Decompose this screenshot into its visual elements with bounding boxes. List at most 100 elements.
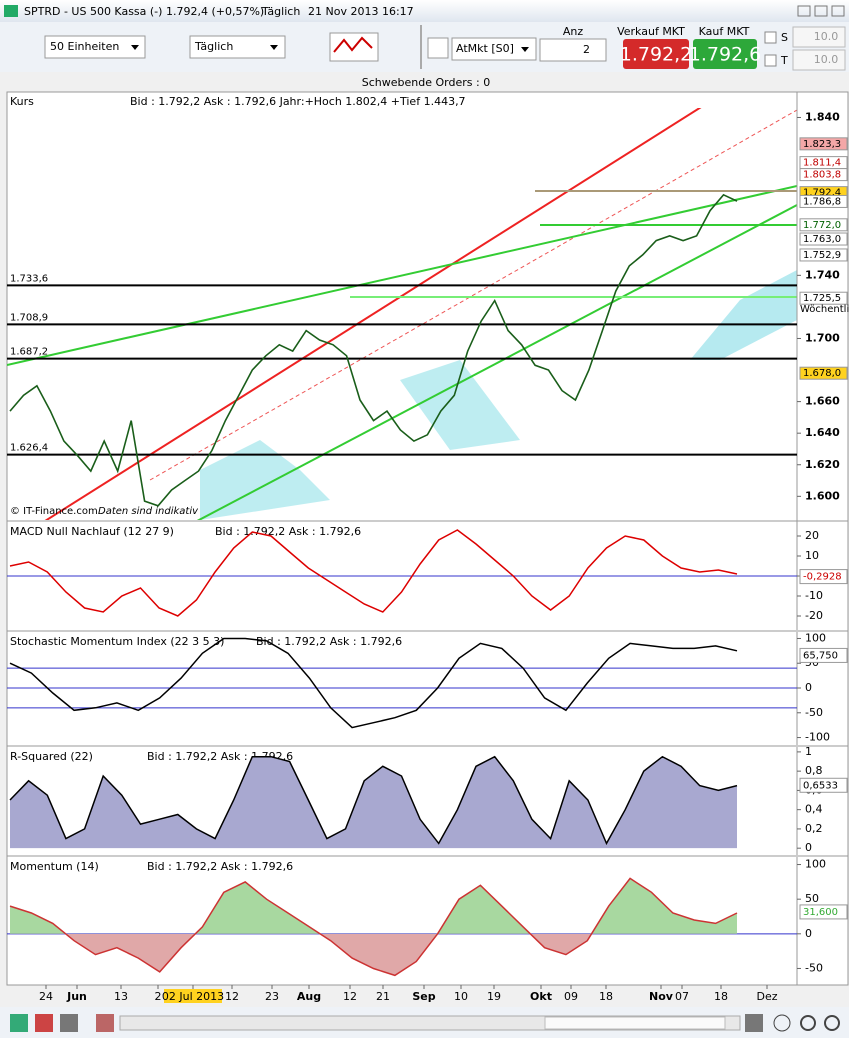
title-bar <box>0 0 849 22</box>
x-tick-label: Okt <box>530 990 552 1003</box>
y-tick-label: 1.840 <box>805 110 840 123</box>
close[interactable] <box>831 5 845 17</box>
dropdown-arrow <box>521 47 529 52</box>
y-tick-label: -50 <box>805 706 823 719</box>
y-tick-label: 20 <box>805 529 819 542</box>
date-highlight <box>164 989 222 1003</box>
tool-icon[interactable] <box>60 1014 78 1032</box>
y-tick-label: 1.660 <box>805 395 840 408</box>
trend-line <box>44 108 702 520</box>
current-label: 0,6533 <box>803 780 838 791</box>
target-checkbox[interactable] <box>764 54 777 67</box>
price-tag-label: 1.792,4 <box>803 188 841 199</box>
x-tick-label: 24 <box>39 990 53 1003</box>
x-tick-label: 2 <box>155 990 162 1003</box>
stop-value: 10.0 <box>814 30 839 43</box>
y-tick-label: 1 <box>805 745 812 758</box>
y-tick-label: 0 <box>805 681 812 694</box>
buy-button[interactable] <box>693 39 757 69</box>
cloud <box>400 360 520 450</box>
stop-checkbox[interactable] <box>764 31 777 44</box>
panel-name: R-Squared (22) <box>10 750 93 763</box>
quantity-input[interactable] <box>539 38 607 62</box>
scroll-thumb[interactable] <box>544 1016 726 1030</box>
tool-icon[interactable] <box>773 1014 791 1032</box>
y-tick-label: -10 <box>805 589 823 602</box>
y-tick-label: 0 <box>805 841 812 854</box>
sell-button[interactable] <box>623 39 689 69</box>
trend-line <box>149 109 797 481</box>
y-tick-label: 1.620 <box>805 458 840 471</box>
panel-name: Momentum (14) <box>10 860 99 873</box>
area-positive <box>10 878 737 934</box>
target-input[interactable] <box>792 49 846 71</box>
stop-label: S <box>781 31 788 44</box>
separator <box>420 25 422 69</box>
price-tag-label: 1.752,9 <box>803 250 841 261</box>
x-tick-label: 21 <box>376 990 390 1003</box>
panel-info: Bid : 1.792,2 Ask : 1.792,6 <box>147 860 293 873</box>
order-type-select[interactable] <box>451 37 537 61</box>
buy-label: Kauf MKT <box>699 25 750 38</box>
x-tick-label: 19 <box>487 990 501 1003</box>
period-select[interactable] <box>189 35 286 59</box>
y-tick-label: 0 <box>805 927 812 940</box>
copyright: © IT-Finance.com <box>10 506 98 517</box>
maximize[interactable] <box>814 5 828 17</box>
x-tick-label: 13 <box>114 990 128 1003</box>
window-quote: 1.792,4 (+0,57%) <box>166 5 264 18</box>
minimize[interactable] <box>797 5 811 17</box>
panel-name: Stochastic Momentum Index (22 3 5 3) <box>10 635 224 648</box>
settings-button[interactable] <box>427 37 449 59</box>
indicator-line <box>9 529 738 617</box>
current-tag <box>799 647 848 663</box>
indicator-line <box>9 877 738 977</box>
y-tick-label: 0,2 <box>805 822 823 835</box>
current-label: -0,2928 <box>803 572 842 583</box>
window-timestamp: 21 Nov 2013 16:17 <box>308 5 414 18</box>
price-tag-label: 1.678,0 <box>803 368 841 379</box>
zoom-in[interactable] <box>824 1015 840 1031</box>
order-type-text: AtMkt [S0] <box>456 42 514 55</box>
window-interval: Täglich <box>261 5 300 18</box>
y-tick-label: 0,4 <box>805 803 823 816</box>
level-label: 1.626,4 <box>10 443 48 454</box>
tool-icon[interactable] <box>35 1014 53 1032</box>
y-tick-label: -50 <box>805 961 823 974</box>
y-tick-label: 100 <box>805 631 826 644</box>
current-tag <box>799 777 848 793</box>
y-tick-label: -100 <box>805 731 830 744</box>
tool-icon[interactable] <box>745 1014 763 1032</box>
area-negative <box>10 933 737 976</box>
app-icon <box>4 5 18 17</box>
x-tick-label: 09 <box>564 990 578 1003</box>
indicator-icon <box>333 36 373 53</box>
indicator-line <box>9 637 738 729</box>
zoom-out[interactable] <box>800 1015 816 1031</box>
cloud <box>690 270 797 360</box>
price-tag-label: 1.725,5 <box>803 293 841 304</box>
window-controls[interactable] <box>797 5 845 17</box>
units-select[interactable] <box>44 35 146 59</box>
tool-icon[interactable] <box>96 1014 114 1032</box>
x-tick-label: 12 <box>343 990 357 1003</box>
y-tick-label: 100 <box>805 858 826 871</box>
panel-info: Bid : 1.792,2 Ask : 1.792,6 Jahr:+Hoch 1… <box>130 95 466 108</box>
panel-info: Bid : 1.792,2 Ask : 1.792,6 <box>256 635 402 648</box>
price-tag <box>799 168 848 182</box>
x-tick-label: 23 <box>265 990 279 1003</box>
sell-label: Verkauf MKT <box>617 25 685 38</box>
quantity-label: Anz <box>563 25 583 38</box>
sell-price: 1.792,2 <box>620 44 693 66</box>
trend-line <box>7 185 797 366</box>
tool-icon[interactable] <box>10 1014 28 1032</box>
y-tick-label: 10 <box>805 549 819 562</box>
stop-input[interactable] <box>792 26 846 48</box>
dropdown-arrow <box>270 45 278 50</box>
target-label: T <box>780 54 788 67</box>
y-tick-label: 1.640 <box>805 426 840 439</box>
x-tick-label: Dez <box>756 990 777 1003</box>
level-label: 1.733,6 <box>10 273 48 284</box>
current-tag <box>799 569 848 585</box>
